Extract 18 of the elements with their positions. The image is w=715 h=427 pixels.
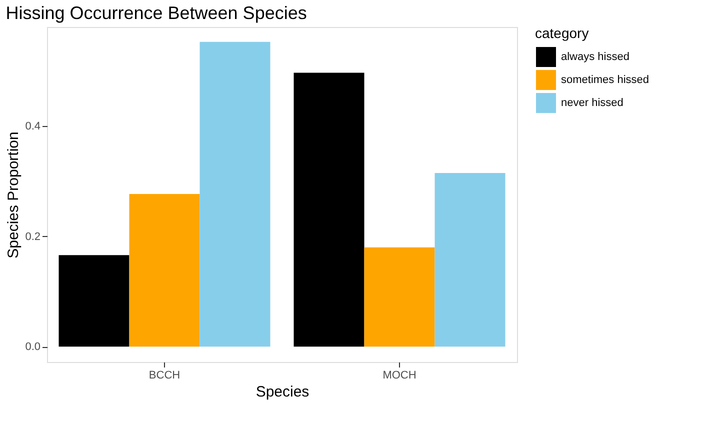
bar — [434, 173, 506, 347]
x-tick-label: BCCH — [148, 370, 180, 382]
x-tick-label: MOCH — [382, 370, 416, 382]
y-tick-label: 0.0 — [25, 341, 40, 354]
legend-label: always hissed — [561, 51, 630, 63]
chart-title: Hissing Occurrence Between Species — [6, 3, 307, 23]
legend-title: category — [535, 25, 589, 41]
bar — [200, 42, 270, 347]
legend-label: sometimes hissed — [561, 74, 650, 86]
bar — [58, 255, 130, 347]
y-axis-title: Species Proportion — [5, 132, 22, 258]
y-tick-label: 0.2 — [25, 230, 40, 243]
y-tick-label: 0.4 — [25, 120, 40, 133]
bar — [364, 247, 435, 347]
bar — [294, 72, 364, 347]
x-axis-title: Species — [256, 384, 310, 400]
legend-label: never hissed — [561, 97, 624, 109]
bar — [129, 194, 200, 347]
